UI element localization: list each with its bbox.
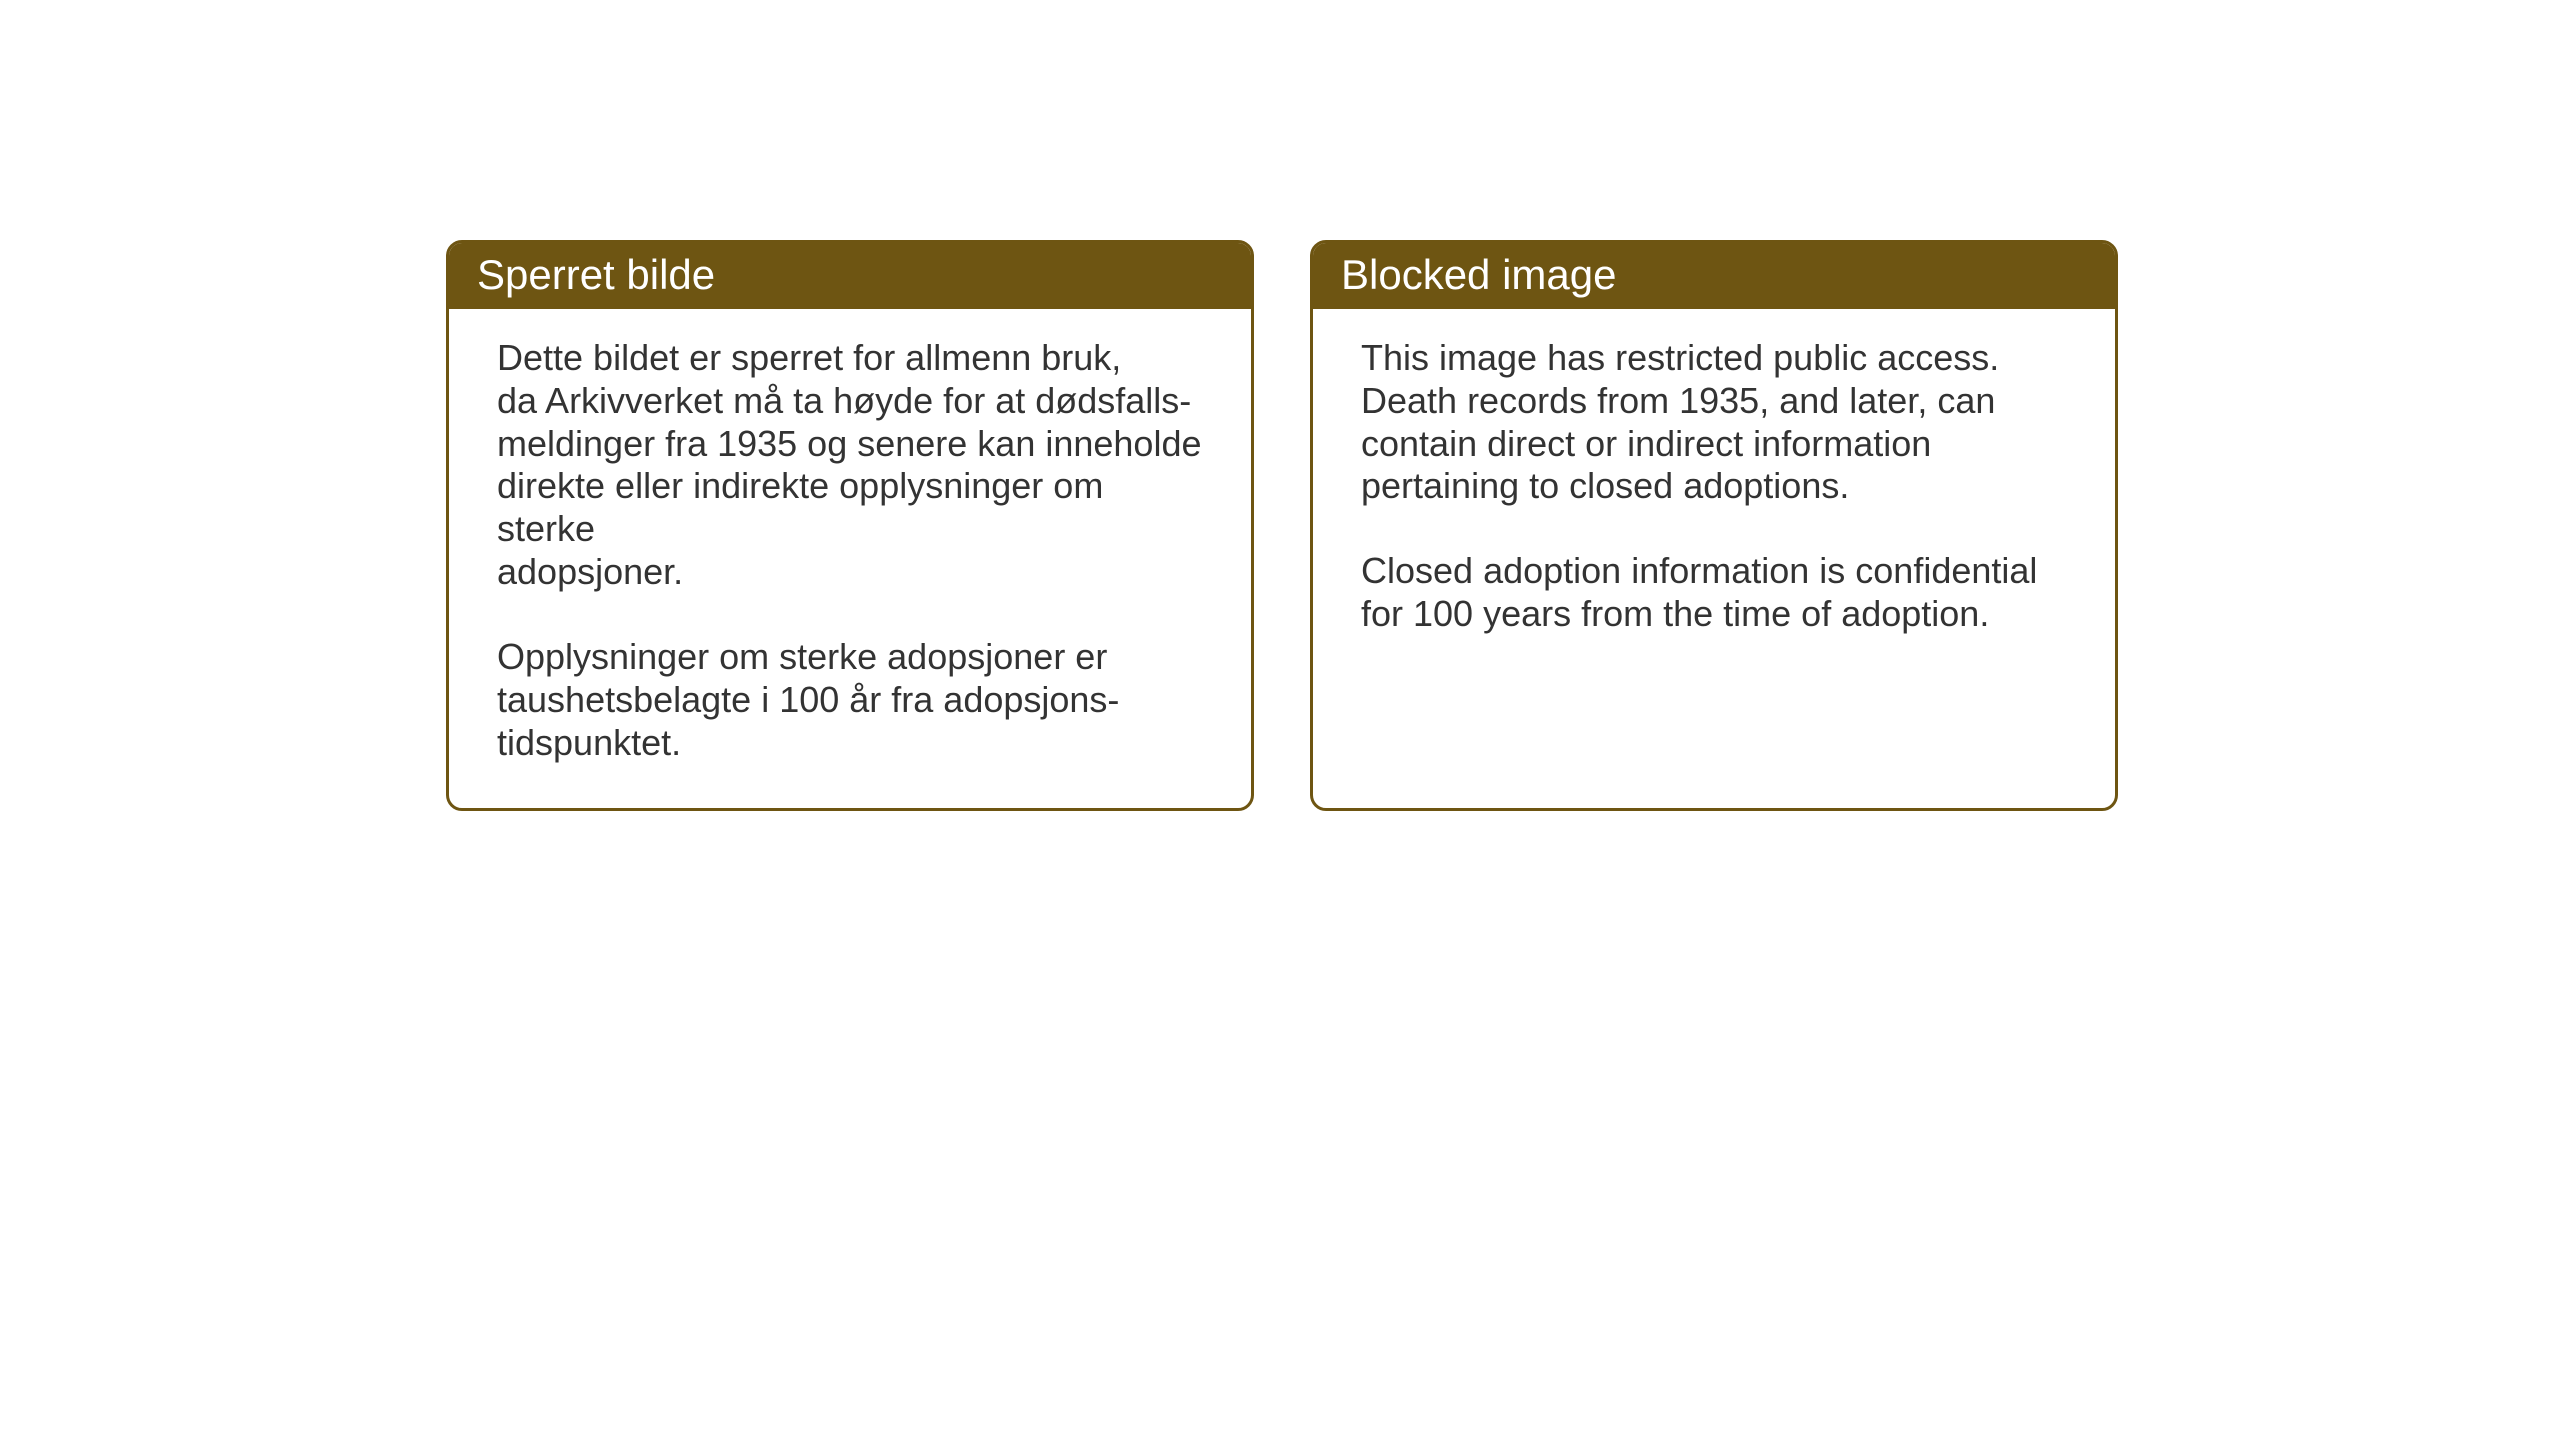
notice-paragraph-2-norwegian: Opplysninger om sterke adopsjoner er tau…	[497, 636, 1203, 764]
notice-body-english: This image has restricted public access.…	[1313, 309, 2115, 747]
notice-card-norwegian: Sperret bilde Dette bildet er sperret fo…	[446, 240, 1254, 811]
notice-header-norwegian: Sperret bilde	[449, 243, 1251, 309]
notice-title-norwegian: Sperret bilde	[477, 251, 1223, 299]
notice-body-norwegian: Dette bildet er sperret for allmenn bruk…	[449, 309, 1251, 808]
notice-paragraph-1-english: This image has restricted public access.…	[1361, 337, 2067, 508]
notice-container: Sperret bilde Dette bildet er sperret fo…	[446, 240, 2118, 811]
notice-paragraph-2-english: Closed adoption information is confident…	[1361, 550, 2067, 636]
notice-paragraph-1-norwegian: Dette bildet er sperret for allmenn bruk…	[497, 337, 1203, 594]
notice-title-english: Blocked image	[1341, 251, 2087, 299]
notice-header-english: Blocked image	[1313, 243, 2115, 309]
notice-card-english: Blocked image This image has restricted …	[1310, 240, 2118, 811]
